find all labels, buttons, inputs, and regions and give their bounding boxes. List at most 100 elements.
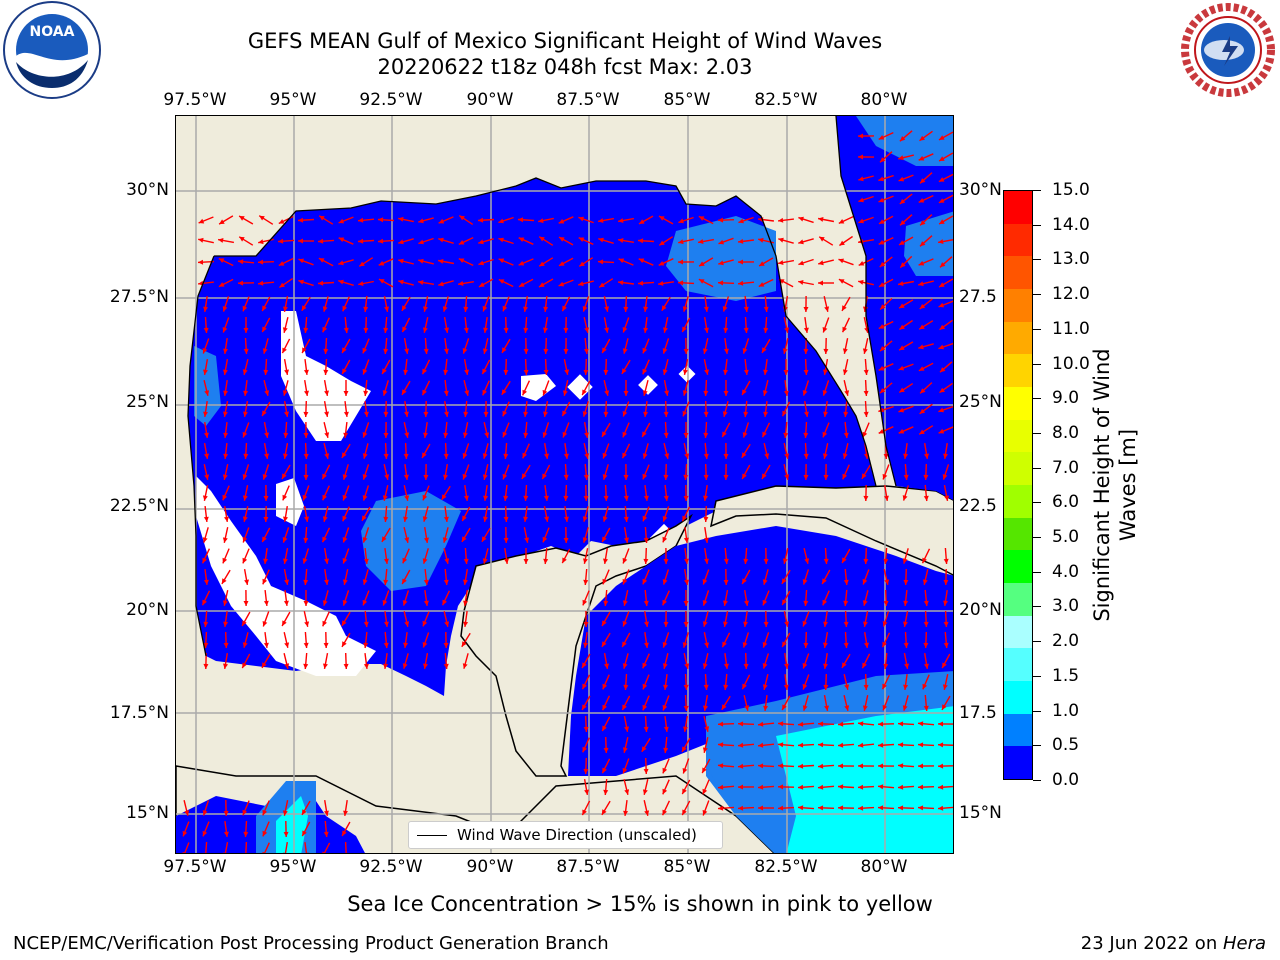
wind-arrow-head	[758, 282, 765, 287]
wind-arrow-head	[404, 537, 410, 543]
wind-arrow-head	[642, 453, 648, 459]
wind-arrow-head	[342, 600, 348, 606]
wind-arrow-head	[782, 641, 787, 648]
wind-arrow-head	[302, 494, 308, 501]
wind-arrow-head	[283, 558, 288, 564]
wind-arrow-head	[622, 641, 627, 648]
wind-arrow-head	[443, 474, 448, 480]
wind-arrow-head	[423, 432, 428, 438]
wind-arrow-head	[223, 411, 228, 417]
wind-arrow-head	[763, 327, 769, 333]
wind-arrow-head	[942, 684, 948, 690]
wind-arrow-head	[743, 621, 748, 627]
wind-arrow-head	[920, 178, 926, 184]
bottom-lon-label: 87.5°W	[556, 857, 620, 877]
wind-arrow-head	[543, 369, 549, 375]
wind-arrow-head	[683, 369, 688, 375]
colorbar-tick-mark	[1033, 675, 1041, 677]
colorbar-tick-mark	[1033, 294, 1041, 296]
colorbar-tick-mark	[1033, 190, 1041, 191]
wind-arrow-head	[723, 348, 729, 354]
wind-arrow-head	[678, 218, 684, 224]
wind-arrow-head	[342, 368, 347, 374]
colorbar-tick-label: 5.0	[1052, 527, 1080, 548]
wind-arrow-head	[463, 327, 469, 333]
wind-arrow-head	[683, 433, 689, 438]
wind-arrow-head	[723, 663, 729, 669]
right-lat-label: 17.5	[959, 703, 997, 723]
colorbar-segment	[1004, 583, 1032, 616]
wind-arrow-head	[563, 453, 569, 459]
wind-arrow-head	[322, 326, 328, 333]
wind-arrow-head	[363, 411, 369, 417]
wind-arrow-head	[702, 663, 708, 669]
wind-arrow-head	[362, 368, 368, 375]
wind-arrow-head	[918, 366, 925, 371]
wind-arrow-head	[642, 683, 648, 690]
wind-arrow-head	[663, 622, 669, 627]
colorbar-tick-label: 1.0	[1052, 700, 1080, 721]
wind-arrow-head	[798, 239, 804, 245]
wind-arrow-head	[943, 621, 949, 627]
wind-arrow-head	[263, 517, 269, 522]
wind-arrow-head	[342, 474, 348, 480]
wind-arrow-head	[738, 259, 743, 265]
wind-arrow-head	[384, 306, 389, 312]
wind-arrow-head	[583, 369, 589, 375]
wind-arrow-head	[304, 390, 309, 396]
wind-arrow-head	[762, 663, 768, 669]
wind-arrow-head	[343, 391, 349, 396]
colorbar-tick-mark	[1033, 328, 1041, 330]
wind-arrow-head	[522, 389, 527, 396]
colorbar-tick-label: 11.0	[1052, 318, 1090, 339]
wind-arrow-head	[698, 239, 704, 244]
wind-arrow-head	[920, 220, 926, 226]
wind-arrow-head	[898, 176, 905, 182]
wind-arrow-head	[403, 453, 409, 459]
wind-arrow-head	[422, 452, 427, 458]
wind-arrow-head	[323, 663, 328, 669]
wind-arrow-head	[702, 579, 708, 585]
wind-arrow-head	[778, 742, 784, 748]
wind-arrow-head	[918, 198, 925, 203]
wind-arrow-head	[242, 516, 248, 522]
wind-arrow-head	[523, 495, 529, 501]
top-lon-label: 95°W	[269, 90, 317, 110]
wind-arrow-head	[602, 431, 607, 437]
wind-arrow-head	[943, 558, 949, 564]
colorbar-segment	[1004, 191, 1032, 224]
wind-arrow-head	[542, 389, 548, 396]
wind-arrow-head	[562, 410, 567, 417]
wind-arrow-head	[521, 473, 527, 479]
wind-arrow-head	[203, 579, 209, 585]
wind-arrow-head	[382, 600, 388, 606]
wind-arrow-head	[443, 348, 449, 354]
wind-arrow-head	[443, 663, 449, 669]
wind-arrow-head	[802, 390, 808, 396]
wind-arrow-head	[583, 348, 589, 354]
wind-arrow-head	[222, 474, 228, 480]
wind-arrow-head	[223, 810, 229, 816]
wind-arrow-head	[282, 620, 287, 626]
wind-arrow-head	[523, 559, 529, 564]
wind-arrow-head	[202, 495, 208, 501]
wind-arrow-head	[323, 369, 329, 375]
wind-arrow-head	[758, 763, 764, 769]
wind-arrow-head	[762, 431, 767, 438]
wind-arrow-head	[880, 304, 886, 310]
wind-arrow-head	[443, 453, 449, 459]
wind-arrow-head	[483, 327, 488, 333]
wind-arrow-head	[458, 258, 465, 263]
wind-arrow-head	[221, 578, 227, 584]
wind-arrow-head	[884, 579, 890, 585]
wind-arrow-head	[443, 516, 449, 522]
right-lat-label: 20°N	[959, 600, 1002, 620]
wind-arrow-head	[398, 258, 404, 264]
wind-arrow-head	[582, 662, 587, 668]
wind-arrow-head	[579, 261, 585, 267]
wind-arrow-head	[222, 537, 228, 543]
wind-arrow-head	[263, 558, 269, 564]
wind-arrow-head	[938, 784, 944, 790]
wind-arrow-head	[784, 621, 790, 627]
wind-arrow-head	[741, 452, 747, 458]
